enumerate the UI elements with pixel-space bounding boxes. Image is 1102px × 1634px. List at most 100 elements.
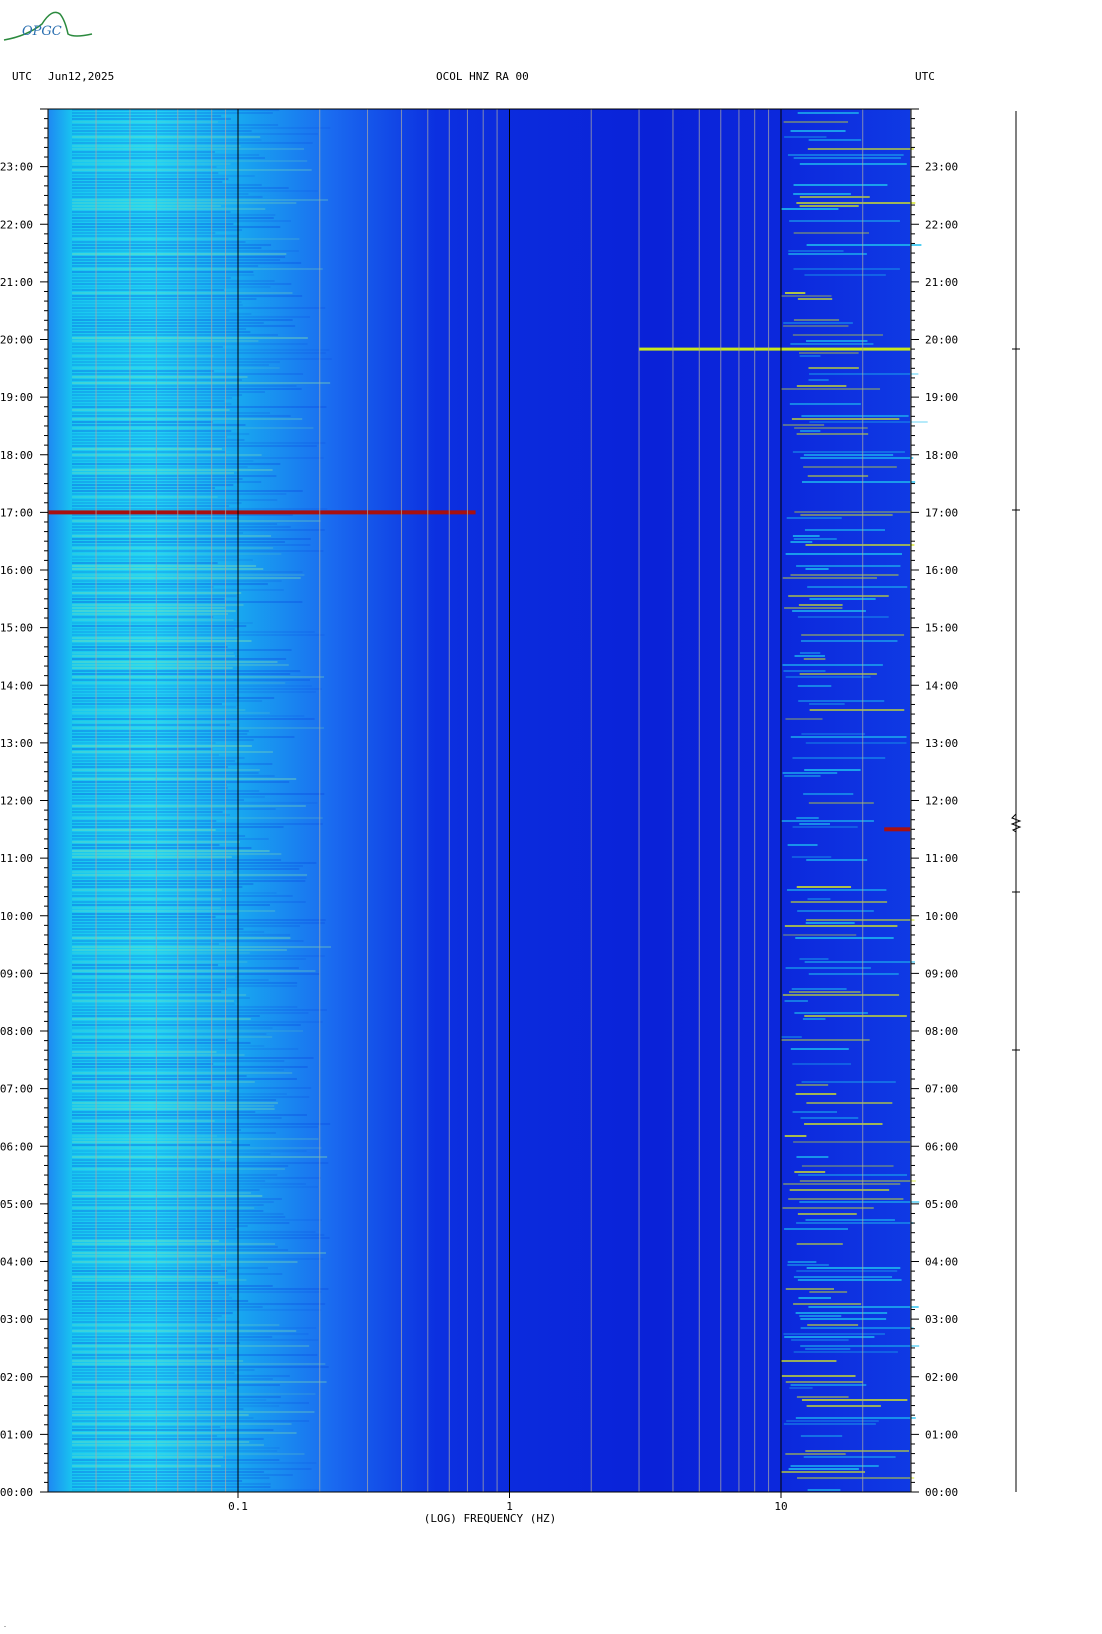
texture-streak: [72, 1003, 235, 1005]
texture-streak: [790, 901, 888, 903]
texture-streak: [72, 1387, 227, 1389]
texture-streak: [803, 793, 854, 795]
texture-streak: [805, 568, 829, 570]
texture-streak: [72, 1300, 249, 1302]
texture-streak: [72, 481, 262, 483]
texture-streak: [72, 217, 274, 219]
texture-streak: [798, 604, 843, 606]
y-tick-label: 06:00: [925, 1140, 958, 1153]
texture-streak: [793, 268, 900, 270]
texture-streak: [792, 1063, 851, 1065]
texture-streak: [72, 835, 246, 837]
event-mark: [639, 347, 911, 351]
x-tick-label: 1: [506, 1500, 513, 1513]
texture-streak: [72, 355, 214, 357]
texture-streak: [72, 1159, 220, 1161]
texture-streak: [72, 184, 262, 186]
texture-streak: [806, 919, 915, 921]
texture-streak: [783, 1183, 901, 1185]
texture-streak: [72, 1474, 293, 1476]
texture-streak: [805, 742, 907, 744]
y-tick-label: 01:00: [925, 1428, 958, 1441]
y-tick-label: 16:00: [0, 564, 33, 577]
texture-streak: [72, 385, 297, 387]
texture-streak: [72, 928, 244, 930]
texture-streak: [72, 970, 316, 972]
texture-streak: [72, 1198, 282, 1200]
texture-streak: [72, 1180, 266, 1182]
texture-streak: [72, 913, 239, 915]
texture-streak: [72, 991, 222, 993]
texture-streak: [809, 709, 905, 711]
texture-streak: [72, 1144, 251, 1146]
texture-streak: [72, 1345, 310, 1347]
texture-streak: [72, 1255, 213, 1257]
y-tick-label: 14:00: [0, 679, 33, 692]
texture-streak: [72, 397, 233, 399]
texture-streak: [72, 568, 264, 570]
texture-streak: [800, 1435, 843, 1437]
texture-streak: [72, 907, 221, 909]
texture-streak: [72, 1453, 305, 1455]
texture-streak: [72, 1216, 286, 1218]
texture-streak: [72, 241, 246, 243]
texture-streak: [72, 1099, 277, 1101]
texture-streak: [789, 1189, 890, 1191]
texture-streak: [791, 418, 900, 420]
texture-streak: [788, 1198, 904, 1200]
texture-streak: [72, 205, 222, 207]
texture-streak: [72, 868, 300, 870]
seismogram-trace: [1010, 111, 1022, 1492]
right-timezone-label: UTC: [915, 70, 935, 83]
y-tick-label: 14:00: [925, 679, 958, 692]
left-time-axis: 00:00 01:00 02:00 03:00 04:00 05:00 06:00 07:00…: [0, 108, 48, 1499]
texture-streak: [72, 1231, 316, 1233]
texture-streak: [803, 454, 894, 456]
texture-streak: [72, 730, 249, 732]
texture-streak: [807, 1489, 841, 1491]
y-tick-label: 05:00: [0, 1198, 33, 1211]
texture-streak: [72, 910, 276, 912]
texture-streak: [72, 1246, 278, 1248]
texture-streak: [794, 655, 825, 657]
texture-streak: [72, 1483, 271, 1485]
y-tick-label: 23:00: [925, 161, 958, 174]
texture-streak: [792, 757, 886, 759]
texture-streak: [72, 754, 219, 756]
texture-streak: [809, 373, 919, 375]
right-time-axis: 00:00 01:00 02:00 03:00 04:00 05:00 06:00 07:00…: [911, 108, 958, 1499]
texture-streak: [72, 1291, 322, 1293]
texture-streak: [72, 1399, 267, 1401]
texture-streak: [785, 553, 902, 555]
texture-streak: [796, 1156, 829, 1158]
texture-streak: [72, 424, 246, 426]
texture-streak: [795, 1093, 837, 1095]
texture-streak: [72, 880, 306, 882]
y-tick-label: 03:00: [925, 1313, 958, 1326]
texture-streak: [72, 544, 311, 546]
texture-streak: [780, 295, 832, 297]
texture-streak: [72, 715, 305, 717]
texture-streak: [72, 445, 317, 447]
texture-streak: [793, 157, 901, 159]
texture-streak: [72, 940, 304, 942]
texture-streak: [72, 1195, 263, 1197]
texture-streak: [800, 1117, 859, 1119]
spectrogram-events: [48, 347, 911, 832]
texture-streak: [72, 1273, 283, 1275]
texture-streak: [72, 586, 214, 588]
texture-streak: [72, 172, 219, 174]
y-tick-label: 04:00: [0, 1256, 33, 1269]
texture-streak: [72, 703, 222, 705]
texture-streak: [72, 1429, 274, 1431]
texture-streak: [72, 235, 239, 237]
texture-streak: [72, 802, 318, 804]
texture-streak: [72, 313, 252, 315]
texture-streak: [72, 304, 243, 306]
y-tick-label: 22:00: [925, 218, 958, 231]
texture-streak: [809, 1291, 848, 1293]
texture-streak: [72, 889, 222, 891]
texture-streak: [72, 985, 298, 987]
texture-streak: [786, 517, 842, 519]
texture-streak: [780, 1471, 866, 1473]
